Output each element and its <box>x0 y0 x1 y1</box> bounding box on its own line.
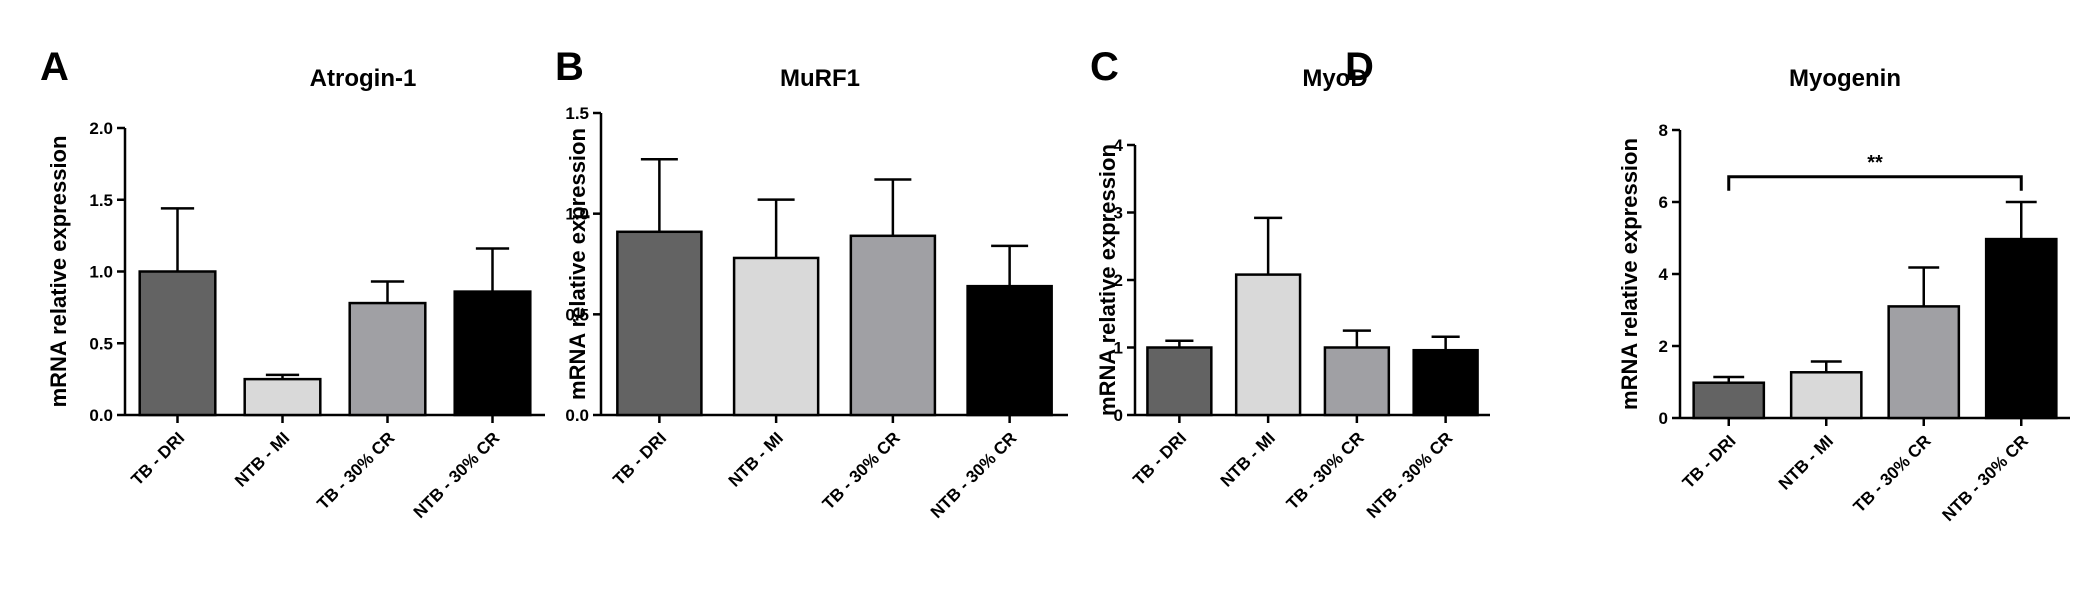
x-tick-label: TB - DRI <box>1679 431 1740 492</box>
y-tick-label: 4 <box>1114 136 1124 155</box>
bar <box>138 270 217 417</box>
bar <box>348 301 427 417</box>
y-tick-label: 8 <box>1659 121 1668 140</box>
chart-panel-a: A Atrogin-1 mRNA relative expression 0.0 0.5… <box>40 45 545 522</box>
y-tick-label: 3 <box>1114 204 1123 223</box>
y-tick-label: 0.0 <box>89 406 113 425</box>
x-tick-label: NTB - MI <box>1217 428 1279 490</box>
y-axis-label: mRNA relative expression <box>565 128 590 400</box>
x-tick-label: NTB - 30% CR <box>927 428 1021 522</box>
x-tick-label: NTB - 30% CR <box>1938 431 2032 525</box>
chart-panel-d: D Myogenin mRNA relative expression 0 2 4 6 8 TB… <box>1345 45 2070 525</box>
bar <box>1412 348 1479 417</box>
y-tick-label: 2 <box>1659 337 1668 356</box>
x-tick-label: NTB - MI <box>1775 431 1837 493</box>
bar <box>1146 346 1213 417</box>
bar <box>1692 381 1766 420</box>
bar <box>1234 273 1302 417</box>
panel-letter: A <box>40 45 69 89</box>
chart-title: MyoD <box>1302 65 1367 92</box>
y-tick-label: 1.0 <box>565 205 589 224</box>
significance-label: ** <box>1867 152 1883 174</box>
x-tick-label: NTB - 30% CR <box>410 428 504 522</box>
y-axis-label: mRNA relative expression <box>46 136 71 408</box>
chart-title: Atrogin-1 <box>310 65 417 92</box>
y-tick-label: 2.0 <box>89 119 113 138</box>
bar <box>732 256 820 417</box>
y-tick-label: 4 <box>1659 265 1669 284</box>
bar <box>849 234 937 417</box>
chart-title: MuRF1 <box>780 65 860 92</box>
chart-title: Myogenin <box>1789 65 1901 92</box>
x-tick-label: NTB - MI <box>231 428 293 490</box>
panel-letter: C <box>1090 45 1119 89</box>
x-tick-label: TB - 30% CR <box>819 428 904 513</box>
y-axis-label: mRNA relative expression <box>1617 138 1642 410</box>
y-tick-label: 0.0 <box>565 406 589 425</box>
bar <box>616 230 703 417</box>
x-tick-label: NTB - MI <box>725 428 787 490</box>
y-tick-label: 0.5 <box>565 305 589 324</box>
x-tick-label: TB - DRI <box>127 428 188 489</box>
bar <box>966 284 1053 417</box>
panel-letter: D <box>1345 45 1374 89</box>
y-tick-label: 0 <box>1114 406 1123 425</box>
x-tick-label: NTB - 30% CR <box>1363 428 1457 522</box>
significance-bracket <box>1727 175 2023 191</box>
y-tick-label: 1.5 <box>565 104 589 123</box>
panel-letter: B <box>555 45 584 89</box>
chart-panel-b: B MuRF1 mRNA relative expression 0.0 0.5 1.0 1… <box>555 45 1068 522</box>
x-tick-label: TB - DRI <box>609 428 670 489</box>
y-tick-label: 1.5 <box>89 191 113 210</box>
bar <box>1323 346 1391 417</box>
x-tick-label: TB - 30% CR <box>1283 428 1368 513</box>
y-tick-label: 1 <box>1114 339 1123 358</box>
bar <box>243 377 322 417</box>
bar <box>453 290 532 417</box>
y-tick-label: 1.0 <box>89 263 113 282</box>
bar <box>1789 371 1863 420</box>
y-tick-label: 6 <box>1659 193 1668 212</box>
y-axis-label: mRNA relative expression <box>1095 144 1120 416</box>
bar <box>1887 305 1961 420</box>
x-tick-label: TB - 30% CR <box>313 428 398 513</box>
y-tick-label: 2 <box>1114 271 1123 290</box>
x-tick-label: TB - 30% CR <box>1850 431 1935 516</box>
x-tick-label: TB - DRI <box>1129 428 1190 489</box>
bar <box>1984 237 2058 420</box>
y-tick-label: 0.5 <box>89 334 113 353</box>
y-tick-label: 0 <box>1659 409 1668 428</box>
